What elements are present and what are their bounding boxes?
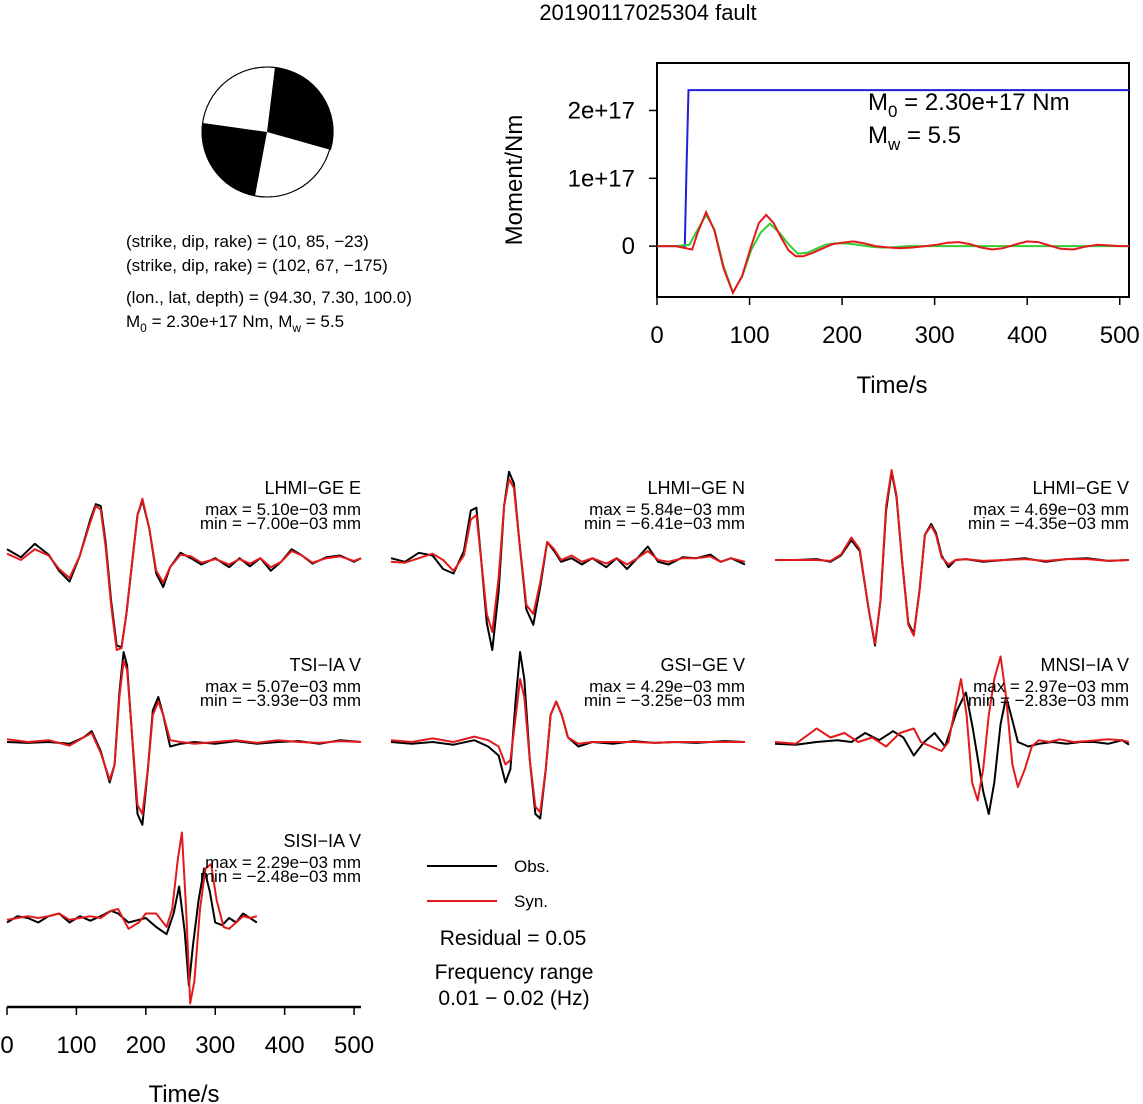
station-label: MNSI−IA V xyxy=(1040,655,1129,675)
moment-x-tick-label: 300 xyxy=(915,322,955,349)
moment-mw-annotation: Mw = 5.5 xyxy=(868,122,961,154)
frequency-range-value: 0.01 − 0.02 (Hz) xyxy=(438,987,589,1010)
station-min: min = −6.41e−03 mm xyxy=(584,514,745,533)
moment-x-tick-label: 400 xyxy=(1007,322,1047,349)
station-min: min = −2.48e−03 mm xyxy=(200,867,361,886)
syn-trace xyxy=(774,655,1130,802)
station-max: max = 5.10e−03 mm xyxy=(205,500,361,519)
station-min: min = −7.00e−03 mm xyxy=(200,514,361,533)
moment-y-axis: 0 1e+17 2e+17 xyxy=(568,97,657,260)
moment-x-axis: 0 100 200 300 400 500 xyxy=(650,297,1140,349)
station-label: GSI−GE V xyxy=(660,655,745,675)
moment-y-tick-label: 2e+17 xyxy=(568,97,635,124)
legend-obs-label: Obs. xyxy=(514,857,550,876)
figure-title: 20190117025304 fault xyxy=(539,0,756,25)
station-min: min = −2.83e−03 mm xyxy=(968,691,1129,710)
moment-x-tick-label: 500 xyxy=(1100,322,1140,349)
waveform-x-tick-label: 100 xyxy=(56,1032,96,1059)
moment-y-tick-label: 0 xyxy=(622,233,635,260)
station-label: LHMI−GE E xyxy=(264,478,361,498)
station-min: min = −4.35e−03 mm xyxy=(968,514,1129,533)
source-location: (lon., lat, depth) = (94.30, 7.30, 100.0… xyxy=(126,288,412,307)
syn-trace xyxy=(6,660,362,815)
moment-x-tick-label: 100 xyxy=(730,322,770,349)
waveform-x-tick-label: 400 xyxy=(265,1032,305,1059)
moment-x-tick-label: 200 xyxy=(822,322,862,349)
station-min: min = −3.25e−03 mm xyxy=(584,691,745,710)
station-max: max = 2.97e−03 mm xyxy=(973,677,1129,696)
station-max: max = 5.84e−03 mm xyxy=(589,500,745,519)
moment-y-label: Moment/Nm xyxy=(501,115,528,246)
legend-syn-label: Syn. xyxy=(514,892,548,911)
syn-trace xyxy=(6,831,258,1005)
waveform-x-tick-label: 200 xyxy=(126,1032,166,1059)
mechanism-plane-1: (strike, dip, rake) = (10, 85, −23) xyxy=(126,232,369,251)
waveform-legend: Obs. Syn. Residual = 0.05 Frequency rang… xyxy=(427,857,593,1010)
station-label: SISI−IA V xyxy=(283,831,361,851)
waveform-x-tick-label: 300 xyxy=(195,1032,235,1059)
station-label: TSI−IA V xyxy=(289,655,361,675)
syn-trace xyxy=(390,478,746,633)
focal-mechanism-beachball xyxy=(201,66,334,198)
moment-x-label: Time/s xyxy=(856,372,927,399)
waveform-x-axis: 0 100 200 300 400 500 xyxy=(0,1005,374,1059)
moment-plot-frame xyxy=(656,62,1130,298)
waveform-x-label: Time/s xyxy=(148,1081,219,1104)
residual-text: Residual = 0.05 xyxy=(440,927,587,950)
station-label: LHMI−GE N xyxy=(647,478,745,498)
moment-series-group xyxy=(657,89,1129,296)
waveform-x-tick-label: 500 xyxy=(334,1032,374,1059)
moment-m0-annotation: M0 = 2.30e+17 Nm xyxy=(868,89,1070,121)
syn-trace xyxy=(6,497,362,651)
moment-y-tick-label: 1e+17 xyxy=(568,165,635,192)
syn-trace xyxy=(390,678,745,814)
station-max: max = 2.29e−03 mm xyxy=(205,853,361,872)
station-max: max = 4.29e−03 mm xyxy=(589,677,745,696)
syn-trace xyxy=(775,469,1130,645)
station-max: max = 4.69e−03 mm xyxy=(973,500,1129,519)
station-min: min = −3.93e−03 mm xyxy=(200,691,361,710)
station-max: max = 5.07e−03 mm xyxy=(205,677,361,696)
station-label: LHMI−GE V xyxy=(1032,478,1129,498)
moment-chart: 0 100 200 300 400 500 0 1e+17 2e+17 Time/s Mome… xyxy=(501,62,1140,399)
waveform-x-tick-label: 0 xyxy=(0,1032,13,1059)
moment-x-tick-label: 0 xyxy=(650,322,663,349)
mechanism-plane-2: (strike, dip, rake) = (102, 67, −175) xyxy=(126,256,388,275)
obs-trace xyxy=(774,691,1130,815)
moment-series-2 xyxy=(657,209,1129,296)
source-moment: M0 = 2.30e+17 Nm, Mw = 5.5 xyxy=(126,312,344,335)
frequency-range-label: Frequency range xyxy=(435,961,594,984)
